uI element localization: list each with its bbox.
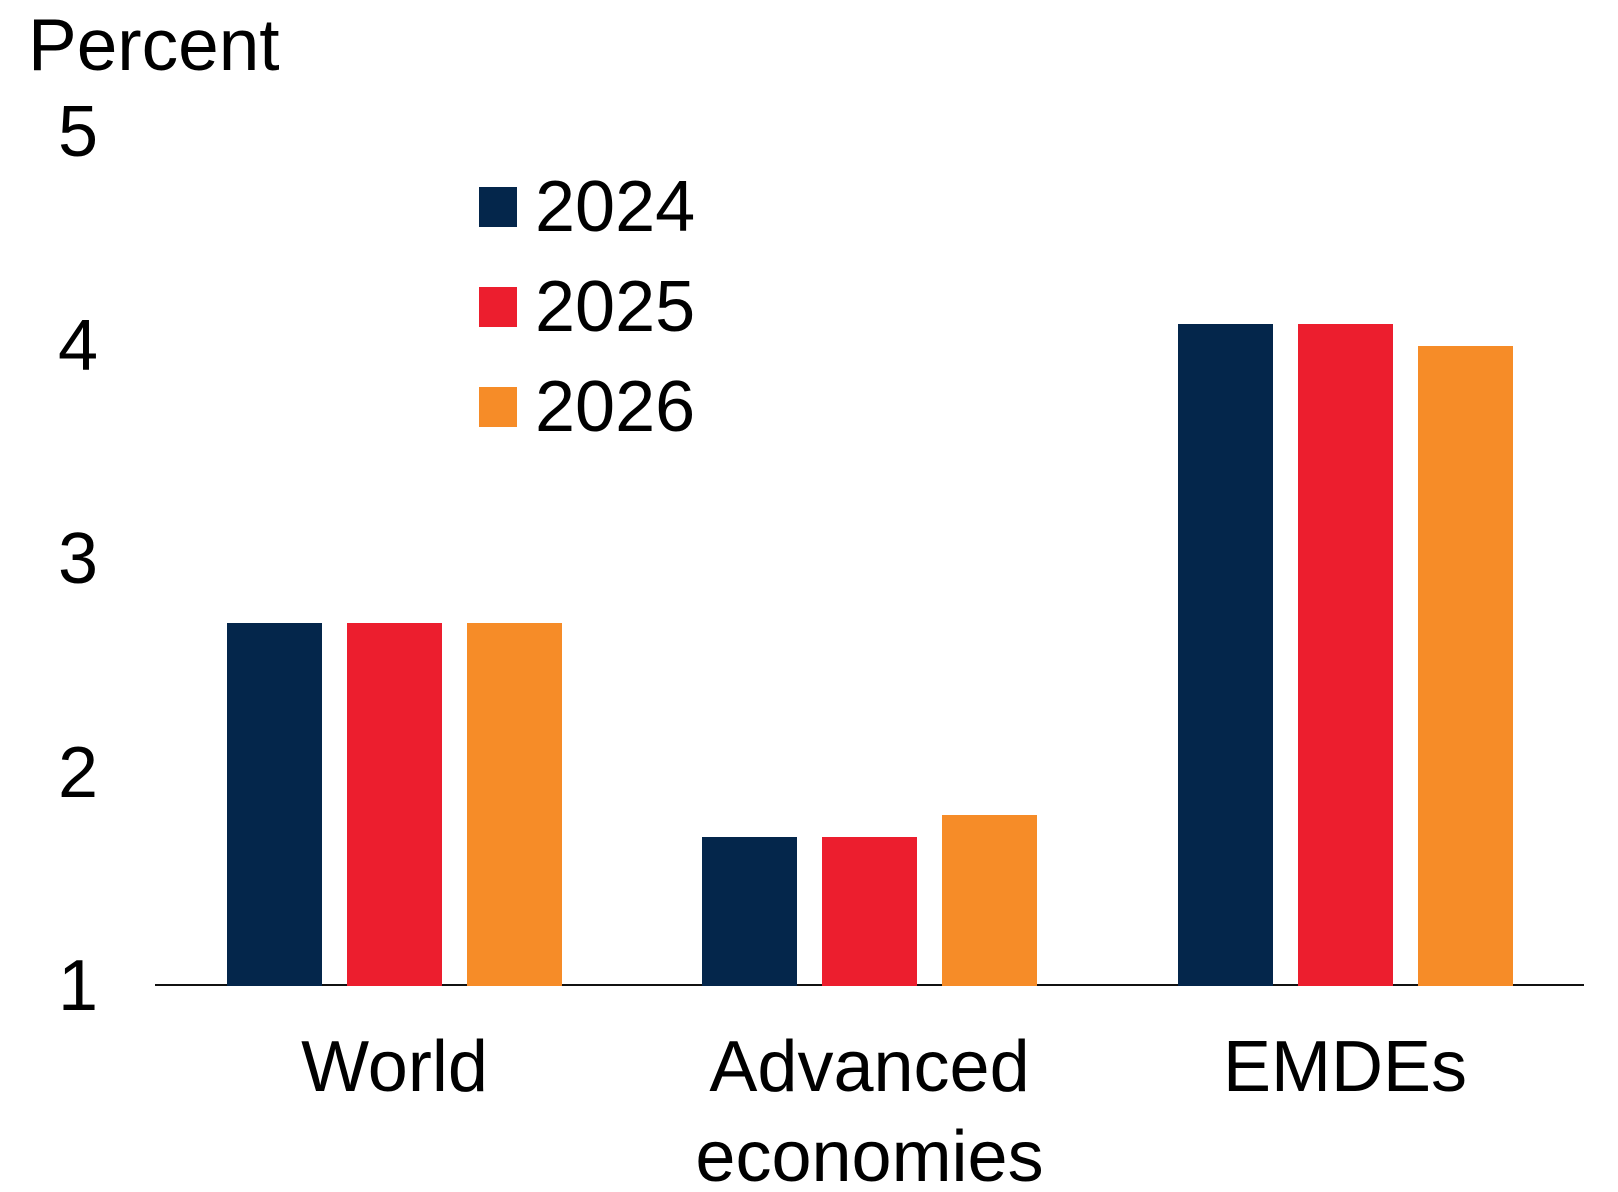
y-tick-label-2: 2 — [57, 732, 98, 813]
y-tick-label-3: 3 — [57, 519, 98, 599]
legend-swatch-2024 — [479, 187, 517, 227]
bar-world-2025 — [347, 623, 442, 986]
bar-world-2024 — [227, 623, 322, 986]
legend-label-2026: 2026 — [535, 367, 696, 447]
bar-advanced-economies-2025 — [822, 836, 917, 986]
bar-emdes-2026 — [1417, 345, 1513, 986]
bar-advanced-economies-2024 — [702, 836, 797, 986]
y-tick-label-5: 5 — [57, 92, 98, 172]
legend: 2024 2025 2026 — [479, 157, 695, 457]
bar-emdes-2024 — [1177, 324, 1273, 986]
legend-label-2024: 2024 — [535, 167, 696, 247]
legend-item-2026: 2026 — [479, 357, 695, 457]
legend-item-2025: 2025 — [479, 257, 695, 357]
x-category-label-world: World — [301, 1027, 488, 1107]
y-tick-label-4: 4 — [57, 305, 98, 386]
x-category-label-emdes: EMDEs — [1222, 1027, 1468, 1107]
bar-world-2026 — [467, 623, 562, 986]
y-axis-title: Percent — [28, 5, 280, 86]
bar-emdes-2025 — [1297, 324, 1393, 986]
legend-item-2024: 2024 — [479, 157, 695, 257]
y-tick-label-1: 1 — [57, 946, 98, 1026]
legend-swatch-2026 — [479, 387, 517, 427]
legend-label-2025: 2025 — [535, 267, 696, 347]
x-category-label-advanced-economies: Advanced economies — [695, 1027, 1044, 1192]
bar-advanced-economies-2026 — [942, 815, 1037, 986]
legend-swatch-2025 — [479, 287, 517, 327]
